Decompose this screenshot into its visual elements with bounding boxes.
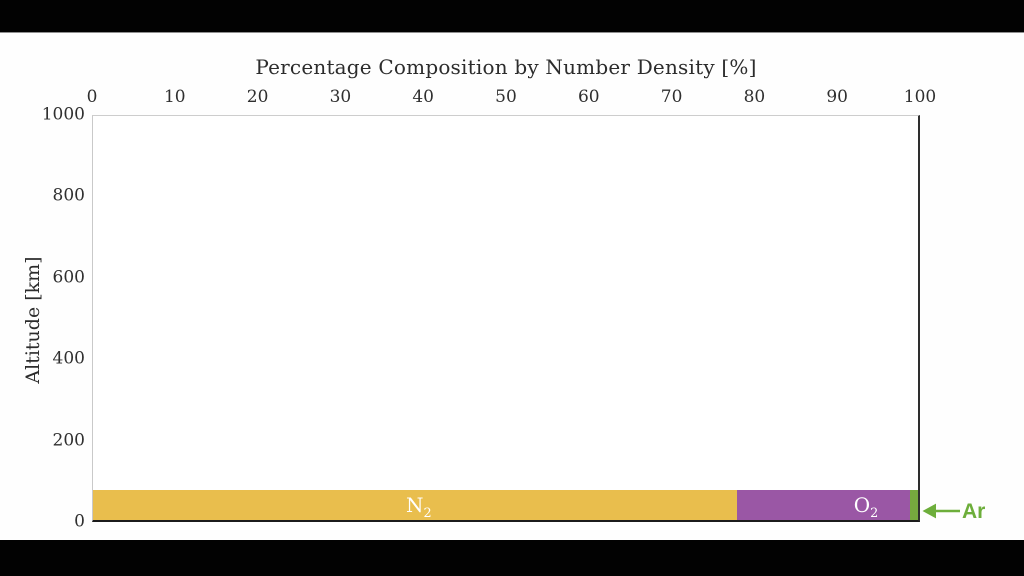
y-axis-ticks: 0 200 400 600 800 1000 xyxy=(0,33,1024,540)
x-tick-label: 50 xyxy=(495,87,517,107)
y-tick-label: 200 xyxy=(52,430,85,451)
chart-canvas: Percentage Composition by Number Density… xyxy=(0,33,1024,540)
bar-segment-label-o2: O2 xyxy=(853,493,879,521)
bar-segment-ar xyxy=(909,490,918,520)
y-tick-label: 600 xyxy=(52,267,85,288)
x-tick-label: 40 xyxy=(412,87,435,107)
bar-segment-n2 xyxy=(93,490,737,520)
y-tick-label: 1000 xyxy=(41,104,85,125)
x-tick-label: 100 xyxy=(903,87,937,107)
bar-segment-o2 xyxy=(736,490,910,520)
y-tick-label: 800 xyxy=(52,185,85,206)
chart-title: Percentage Composition by Number Density… xyxy=(255,55,757,79)
x-axis-ticks: 0 10 20 30 40 50 60 70 80 90 100 xyxy=(0,33,1024,540)
letterbox-top xyxy=(0,0,1024,33)
letterbox-bottom xyxy=(0,540,1024,576)
ar-label: Ar xyxy=(962,499,986,523)
x-tick-label: 30 xyxy=(329,87,352,107)
x-tick-label: 60 xyxy=(577,87,600,107)
ar-annotation: Ar xyxy=(921,499,985,523)
x-tick-label: 90 xyxy=(826,87,849,107)
plot-area: N2 O2 xyxy=(92,115,920,522)
left-arrow-icon xyxy=(922,503,960,519)
x-tick-label: 10 xyxy=(163,87,186,107)
composition-bar xyxy=(93,490,918,520)
bar-segment-label-n2: N2 xyxy=(406,493,432,521)
y-axis-label: Altitude [km] xyxy=(22,256,44,384)
x-tick-label: 70 xyxy=(660,87,683,107)
y-tick-label: 400 xyxy=(52,348,85,369)
x-tick-label: 0 xyxy=(86,87,98,107)
y-tick-label: 0 xyxy=(74,511,85,532)
x-tick-label: 20 xyxy=(246,87,269,107)
x-tick-label: 80 xyxy=(743,87,766,107)
